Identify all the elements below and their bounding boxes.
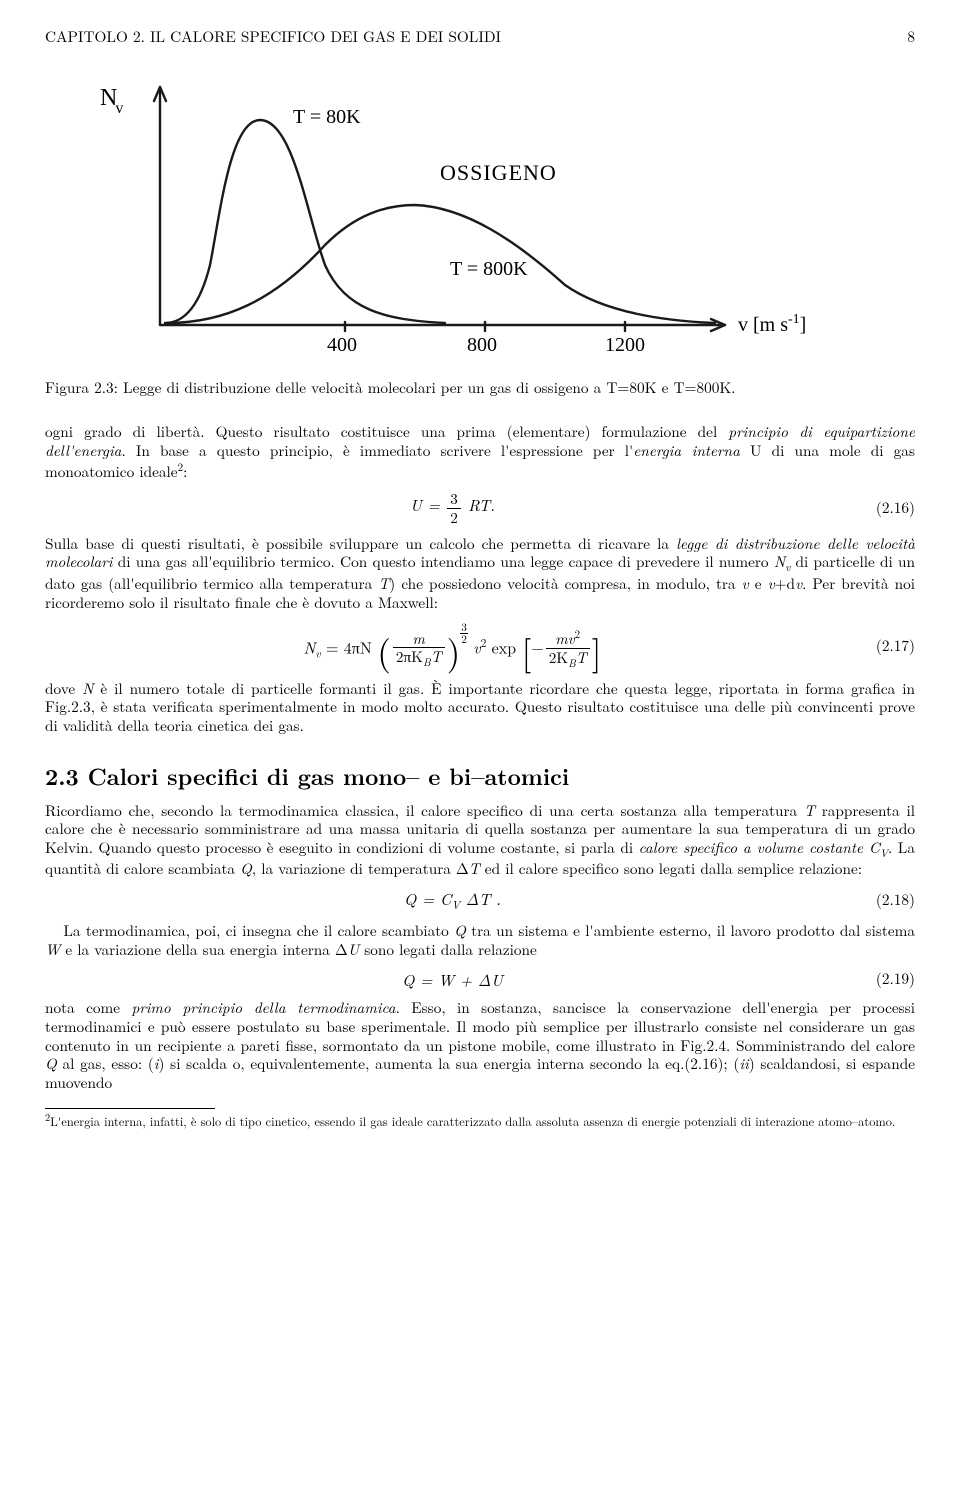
runhead-page: 8	[907, 28, 915, 47]
paragraph-5: La termodinamica, poi, ci insegna che il…	[45, 922, 915, 959]
equation-2-18: Q = CV ΔT . (2.18)	[45, 889, 915, 912]
paragraph-6: nota come primo principio della termodin…	[45, 999, 915, 1092]
figure-caption: Figura 2.3: Legge di distribuzione delle…	[45, 379, 915, 398]
runhead-left: CAPITOLO 2. IL CALORE SPECIFICO DEI GAS …	[45, 28, 501, 47]
chart-labels: Nv T = 80K OSSIGENO T = 800K 400 800 120…	[100, 85, 806, 356]
svg-text:1200: 1200	[605, 334, 645, 356]
running-head: CAPITOLO 2. IL CALORE SPECIFICO DEI GAS …	[45, 28, 915, 47]
equation-2-16: U = 32 RT. (2.16)	[45, 491, 915, 524]
equation-2-17: Nv = 4πN ( m 2πKBT )32 v2 exp [− mv2 2KB…	[45, 622, 915, 669]
svg-text:400: 400	[327, 334, 357, 356]
footnote-rule	[45, 1108, 215, 1109]
svg-text:800: 800	[467, 334, 497, 356]
section-2-3-heading: 2.3 Calori specifici di gas mono– e bi–a…	[45, 762, 915, 790]
svg-text:v [m s-1]: v [m s-1]	[738, 312, 806, 336]
footnote-2: 2L'energia interna, infatti, è solo di t…	[45, 1111, 915, 1130]
svg-text:OSSIGENO: OSSIGENO	[440, 160, 557, 185]
paragraph-2: Sulla base di questi risultati, è possib…	[45, 535, 915, 612]
paragraph-4: Ricordiamo che, secondo la termodinamica…	[45, 802, 915, 879]
paragraph-3: dove N è il numero totale di particelle …	[45, 680, 915, 736]
equation-2-19: Q = W + ΔU (2.19)	[45, 970, 915, 990]
svg-text:Nv: Nv	[100, 85, 123, 117]
chart-svg: Nv T = 80K OSSIGENO T = 800K 400 800 120…	[45, 65, 865, 365]
svg-text:T = 80K: T = 80K	[293, 106, 361, 128]
figure-2-3: Nv T = 80K OSSIGENO T = 800K 400 800 120…	[45, 65, 915, 365]
paragraph-1: ogni grado di libertà. Questo risultato …	[45, 423, 915, 481]
svg-text:T = 800K: T = 800K	[450, 258, 528, 280]
